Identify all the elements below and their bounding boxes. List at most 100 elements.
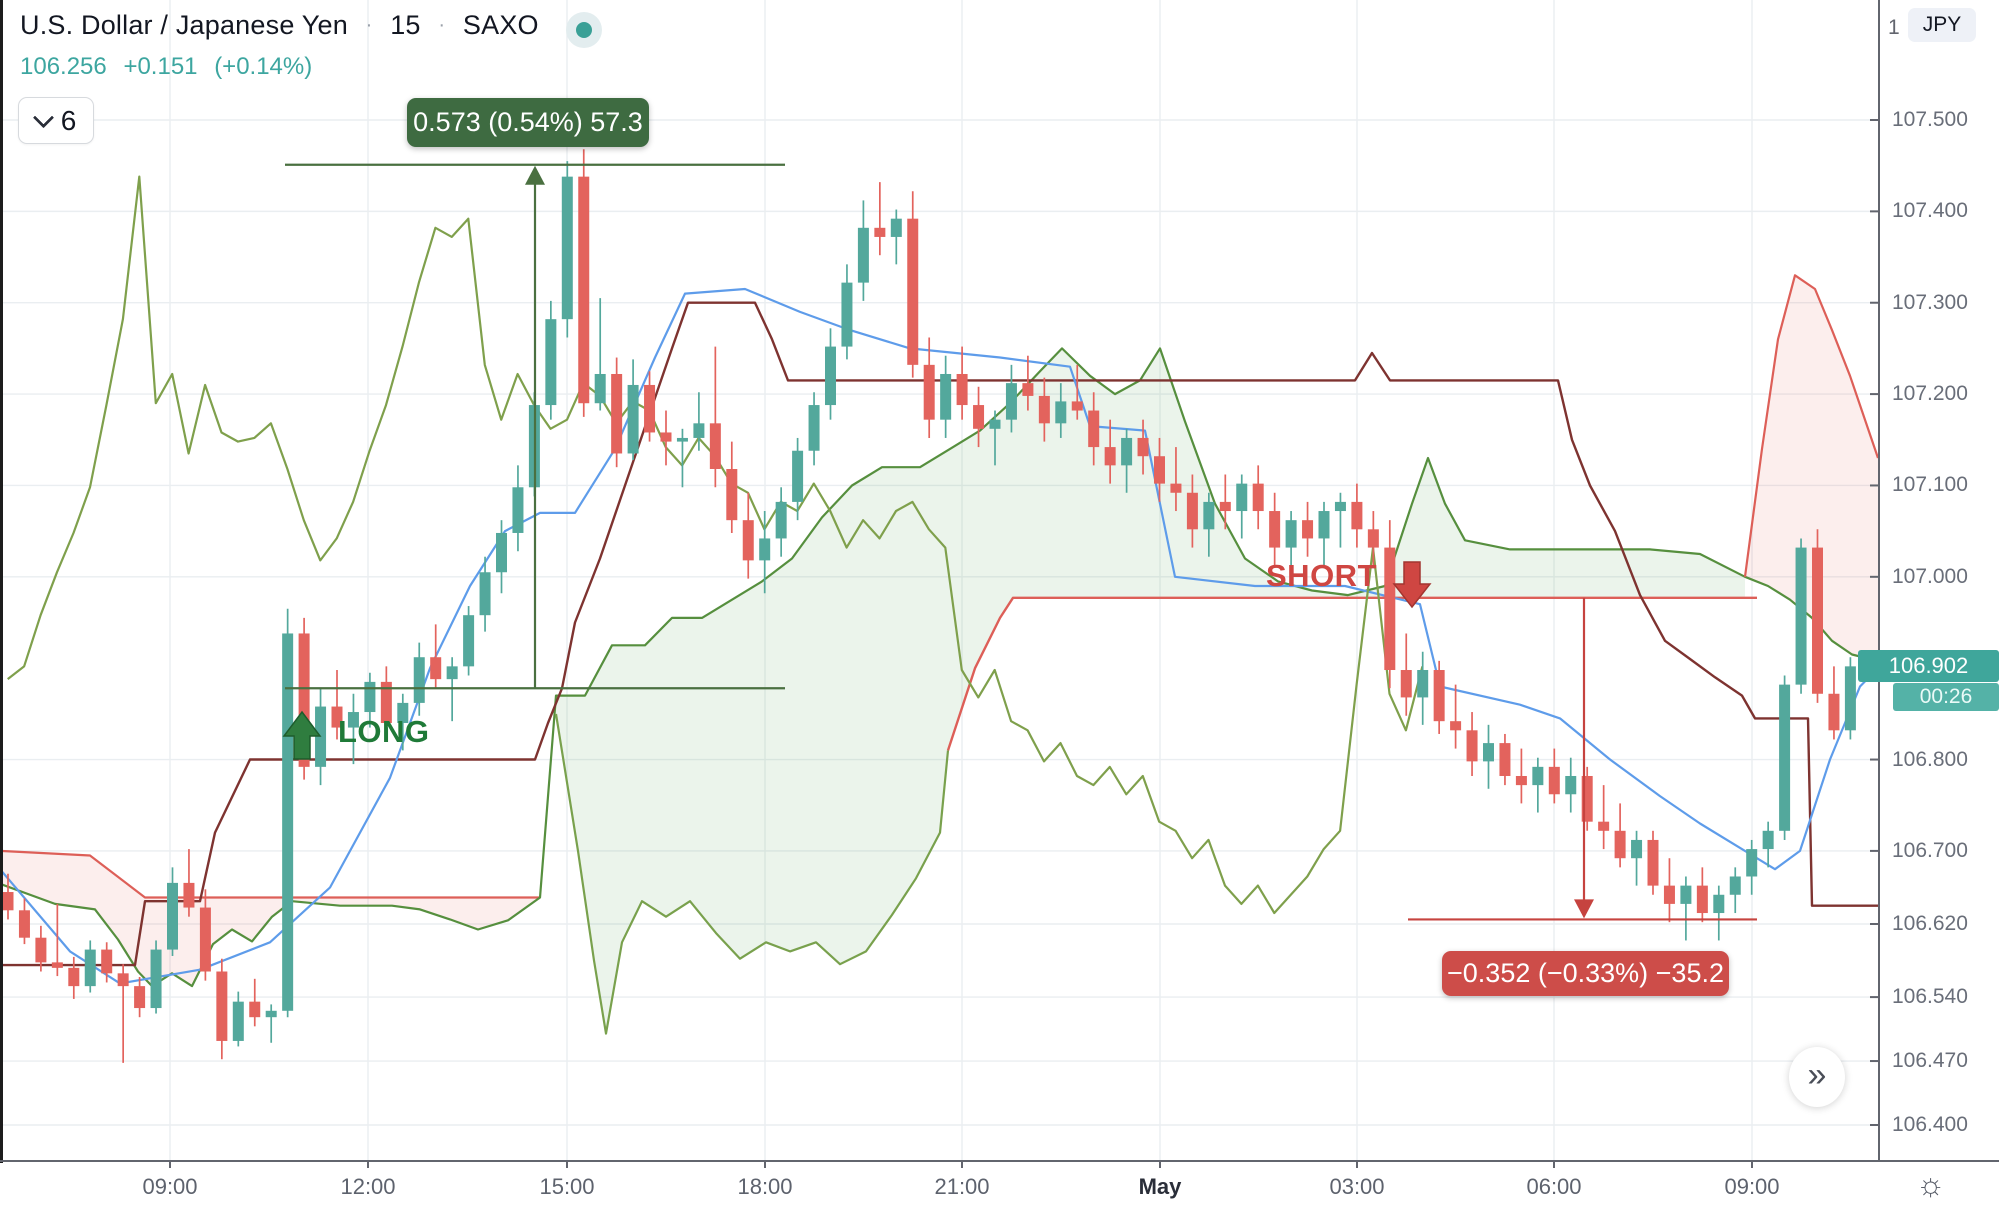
candle-down — [1812, 547, 1823, 694]
separator-dot: · — [438, 14, 446, 36]
candle-down — [923, 364, 935, 420]
indicator-visibility-button[interactable] — [566, 12, 602, 48]
candle-down — [956, 373, 968, 406]
senkou-span-b-mid-zigzag — [554, 713, 950, 1035]
price-axis-border — [1878, 0, 1880, 1161]
candle-down — [973, 405, 985, 429]
candle-up — [890, 218, 902, 237]
candle-down — [117, 973, 129, 987]
last-price: 106.256 — [20, 53, 107, 80]
candle-down — [1302, 520, 1314, 539]
left-panel-edge — [0, 0, 3, 1163]
candle-up — [347, 712, 359, 728]
candle-up — [989, 419, 1001, 429]
senkou-span-b-flat — [946, 596, 1757, 751]
time-tick-label: 09:00 — [1724, 1174, 1780, 1199]
candle-up — [808, 405, 820, 451]
time-tick-label: May — [1138, 1174, 1182, 1199]
axis-ticks-layer — [169, 119, 1878, 1168]
candle-down — [1367, 529, 1379, 548]
candle-down — [68, 967, 80, 987]
long-position-label[interactable]: LONG — [338, 714, 430, 749]
double-chevron-right-icon: » — [1807, 1055, 1827, 1094]
candle-down — [1104, 447, 1116, 466]
candle-up — [1318, 511, 1330, 539]
senkou-span-b-right — [1743, 274, 1880, 577]
candle-up — [759, 538, 771, 561]
time-tick-label: 09:00 — [142, 1174, 198, 1199]
price-tick-label: 107.000 — [1892, 564, 1968, 588]
short-position-tool[interactable] — [1392, 561, 1757, 921]
candle-up — [561, 176, 573, 320]
candle-up — [1762, 830, 1774, 850]
price-scale-unit: 1 — [1888, 16, 1900, 39]
candle-down — [430, 657, 442, 680]
candle-up — [792, 450, 804, 502]
time-tick-label: 18:00 — [737, 1174, 793, 1199]
price-tick-label: 106.800 — [1892, 747, 1968, 771]
candle-up — [479, 572, 491, 616]
candle-up — [1005, 383, 1017, 420]
settings-icon[interactable]: ☼ — [1916, 1166, 1946, 1202]
candle-down — [1071, 401, 1083, 411]
candle-down — [1450, 721, 1462, 731]
long-badge[interactable]: 0.573 (0.54%) 57.3 — [407, 98, 649, 147]
candle-up — [1483, 743, 1494, 762]
candle-down — [1022, 383, 1034, 396]
time-tick-label: 21:00 — [934, 1174, 990, 1199]
short-marker-arrow-icon — [1392, 561, 1432, 609]
expand-more-button[interactable]: » — [1789, 1047, 1845, 1107]
candle-down — [1433, 670, 1445, 722]
candle-down — [1696, 885, 1708, 914]
price-tick-label: 107.500 — [1892, 108, 1968, 131]
price-tick-label: 107.300 — [1892, 290, 1968, 314]
short-position-label[interactable]: SHORT — [1266, 558, 1377, 593]
candle-up — [1417, 670, 1429, 698]
senkou-span-a — [0, 347, 1879, 988]
price-tick-label: 106.540 — [1892, 985, 1968, 1009]
candle-down — [2, 892, 14, 911]
candle-down — [1154, 456, 1165, 484]
candle-down — [611, 373, 623, 454]
short-badge[interactable]: −0.352 (−0.33%) −35.2 — [1442, 951, 1729, 996]
currency-chip[interactable]: JPY — [1908, 8, 1976, 42]
long-arrowhead-up-icon — [525, 165, 545, 185]
candle-up — [1203, 501, 1215, 530]
long-position-tool[interactable] — [282, 163, 785, 760]
candle-down — [298, 633, 310, 767]
candle-up — [1713, 894, 1725, 914]
indicators-count: 6 — [60, 104, 77, 136]
candle-up — [1532, 766, 1544, 786]
candle-up — [265, 1010, 277, 1018]
candle-down — [742, 520, 754, 561]
candle-down — [18, 910, 30, 938]
candle-down — [1186, 492, 1198, 530]
kijun-line — [0, 301, 1878, 967]
candle-down — [1647, 839, 1659, 886]
candle-up — [1795, 547, 1807, 685]
candle-up — [545, 319, 557, 406]
candles-layer — [2, 149, 1856, 1063]
candle-up — [1334, 501, 1346, 512]
candle-down — [35, 937, 47, 963]
indicators-collapse-dropdown[interactable]: 6 — [18, 97, 94, 144]
candle-down — [1252, 483, 1264, 512]
status-dot-icon — [576, 22, 592, 38]
candle-up — [463, 615, 475, 667]
candle-down — [1466, 730, 1478, 762]
candle-down — [874, 227, 886, 237]
candle-up — [446, 666, 458, 680]
candle-up — [1631, 839, 1643, 859]
candle-down — [1614, 830, 1626, 859]
candle-down — [726, 469, 738, 521]
cloud-right-pink — [1745, 275, 1878, 661]
current-price-badge: 106.902 — [1858, 650, 1999, 683]
candle-down — [1038, 395, 1050, 424]
symbol-title[interactable]: U.S. Dollar / Japanese Yen · 15 · SAXO — [20, 10, 539, 41]
candle-down — [51, 962, 63, 968]
time-tick-label: 12:00 — [340, 1174, 396, 1199]
candle-up — [1680, 885, 1692, 904]
price-readout: 106.256 +0.151 (+0.14%) — [20, 53, 539, 81]
candle-up — [1746, 849, 1758, 877]
